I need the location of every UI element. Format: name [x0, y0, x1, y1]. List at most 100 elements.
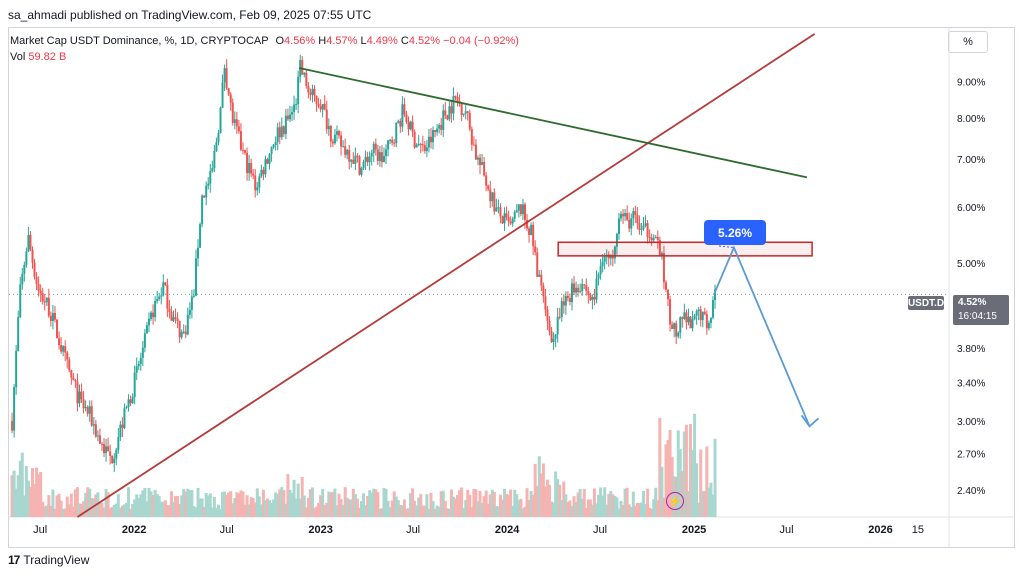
volume-bar — [131, 503, 135, 517]
volume-bar — [558, 484, 562, 517]
candle-body — [626, 213, 629, 220]
candle-body — [395, 122, 398, 144]
volume-bar — [245, 495, 249, 517]
volume-bar — [566, 502, 570, 517]
candle-body — [19, 284, 22, 318]
price-chart[interactable]: 9.00% 8.00% 7.00% 6.00% 5.00% 3.80% 3.40% 3.00%… — [9, 28, 1014, 547]
volume-bar — [345, 497, 349, 517]
candle-body — [591, 296, 594, 301]
candle-body — [360, 167, 363, 175]
candle-body — [295, 104, 298, 106]
scale-mode-button[interactable]: % — [948, 31, 988, 53]
candle-body — [546, 309, 549, 322]
candle-body — [53, 312, 56, 320]
volume-bar — [288, 490, 292, 517]
y-tick-label: 3.00% — [957, 417, 985, 428]
candle-body — [94, 424, 97, 437]
volume-bar — [595, 503, 598, 517]
volume-bar — [325, 502, 329, 517]
candle-body — [599, 266, 602, 275]
candle-body — [107, 446, 110, 452]
target-annotation[interactable]: 5.26% — [704, 220, 766, 245]
candle-body — [291, 111, 294, 115]
volume-bar — [488, 494, 492, 517]
candle-body — [182, 331, 185, 333]
volume-bar — [564, 494, 568, 517]
candle-body — [352, 159, 355, 164]
volume-bar — [349, 499, 353, 517]
volume-bar — [249, 497, 253, 517]
volume-bar — [39, 471, 43, 517]
volume-bar — [192, 506, 196, 517]
candle-body — [374, 143, 377, 150]
candle-body — [84, 407, 87, 409]
candle-body — [166, 284, 169, 309]
volume-bar — [480, 503, 484, 517]
volume-bar — [713, 438, 717, 517]
candle-body — [630, 218, 633, 229]
candle-body — [90, 406, 93, 426]
candle-body — [705, 313, 708, 329]
volume-bar — [41, 501, 45, 517]
volume-bar — [494, 506, 498, 517]
volume-bar — [184, 491, 188, 517]
volume-bar — [644, 504, 648, 517]
candle-body — [276, 127, 279, 142]
volume-bar — [194, 507, 198, 517]
candle-body — [39, 290, 42, 294]
volume-bar — [490, 489, 494, 517]
candle-body — [342, 146, 345, 148]
volume-bar — [225, 494, 229, 517]
candle-body — [23, 264, 26, 274]
volume-bar — [221, 492, 225, 517]
volume-bar — [601, 495, 605, 517]
candle-body — [709, 317, 712, 323]
candle-body — [145, 325, 148, 334]
volume-bar — [360, 501, 363, 517]
volume-bar — [319, 495, 323, 517]
volume-bar — [151, 495, 155, 517]
candle-body — [250, 163, 253, 174]
candle-body — [258, 176, 261, 188]
volume-bar — [545, 479, 549, 517]
footer: 17 TradingView — [8, 553, 89, 567]
candle-body — [452, 96, 455, 114]
candle-body — [274, 141, 277, 146]
volume-bar — [276, 493, 280, 517]
candle-body — [550, 331, 553, 343]
legend-close-label: C — [400, 35, 409, 47]
x-tick-label: Jul — [220, 524, 234, 536]
lightning-icon[interactable]: ⚡ — [666, 492, 684, 510]
candle-body — [501, 216, 504, 224]
candle-body — [601, 261, 604, 267]
volume-bar — [515, 494, 519, 517]
candle-body — [303, 72, 306, 75]
candle-body — [172, 317, 175, 321]
candle-body — [348, 149, 351, 162]
volume-bar — [243, 504, 247, 517]
volume-bar — [61, 508, 65, 517]
chart-frame[interactable]: 9.00% 8.00% 7.00% 6.00% 5.00% 3.80% 3.40% 3.00%… — [8, 27, 1015, 548]
volume-bar — [370, 492, 374, 517]
candle-body — [421, 144, 424, 146]
candle-body — [615, 234, 618, 247]
candle-body — [139, 357, 142, 364]
volume-bar — [462, 508, 466, 517]
volume-bar — [198, 498, 202, 517]
candle-body — [570, 283, 573, 302]
candle-body — [80, 391, 83, 400]
candle-body — [11, 421, 14, 431]
candle-body — [264, 159, 267, 175]
candle-body — [417, 143, 420, 145]
candle-body — [88, 406, 91, 414]
candle-body — [323, 104, 326, 110]
candle-body — [425, 147, 428, 152]
candle-body — [252, 173, 255, 176]
volume-bar — [642, 490, 645, 517]
volume-bar — [227, 492, 231, 517]
volume-bar — [560, 500, 564, 517]
volume-bar — [163, 500, 167, 517]
legend-vol-value: 59.82 B — [28, 51, 67, 63]
volume-bar — [180, 495, 184, 517]
volume-bar — [120, 505, 124, 517]
